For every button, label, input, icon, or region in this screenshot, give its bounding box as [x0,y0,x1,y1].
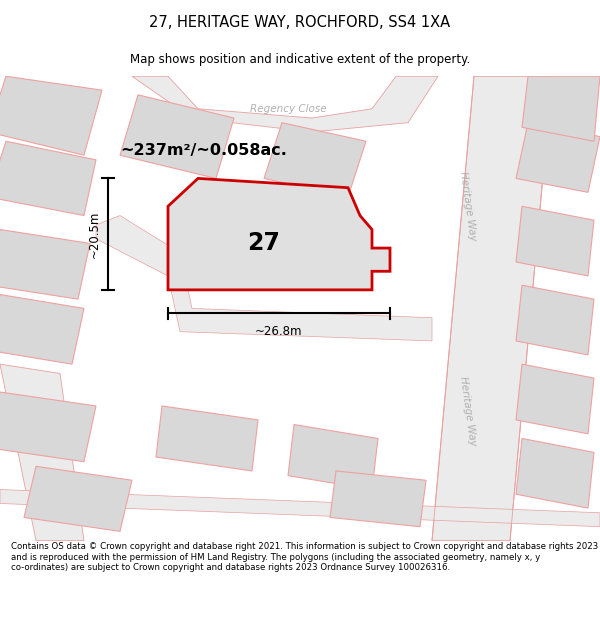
Polygon shape [156,406,258,471]
Polygon shape [264,122,366,197]
Text: Map shows position and indicative extent of the property.: Map shows position and indicative extent… [130,53,470,66]
Polygon shape [330,471,426,527]
Polygon shape [516,439,594,508]
Polygon shape [132,76,438,132]
Polygon shape [288,424,378,489]
Polygon shape [516,364,594,434]
Polygon shape [522,76,600,141]
Polygon shape [0,489,600,527]
Text: ~237m²/~0.058ac.: ~237m²/~0.058ac. [120,143,287,158]
Polygon shape [120,95,234,178]
Text: Contains OS data © Crown copyright and database right 2021. This information is : Contains OS data © Crown copyright and d… [11,542,598,572]
Text: 27: 27 [248,231,280,256]
Polygon shape [0,294,84,364]
Polygon shape [516,122,600,192]
Polygon shape [432,76,552,541]
Polygon shape [516,285,594,355]
Polygon shape [516,206,594,276]
Text: ~26.8m: ~26.8m [255,325,303,338]
Text: ~20.5m: ~20.5m [88,211,101,258]
Text: Regency Close: Regency Close [250,104,326,114]
Polygon shape [0,364,84,541]
Polygon shape [24,466,132,531]
Polygon shape [0,229,90,299]
Polygon shape [168,178,390,290]
Text: Heritage Way: Heritage Way [458,375,478,446]
Polygon shape [0,76,102,155]
Text: Heritage Way: Heritage Way [458,171,478,242]
Text: 27, HERITAGE WAY, ROCHFORD, SS4 1XA: 27, HERITAGE WAY, ROCHFORD, SS4 1XA [149,16,451,31]
Polygon shape [0,141,96,216]
Polygon shape [0,392,96,462]
Polygon shape [96,216,432,341]
